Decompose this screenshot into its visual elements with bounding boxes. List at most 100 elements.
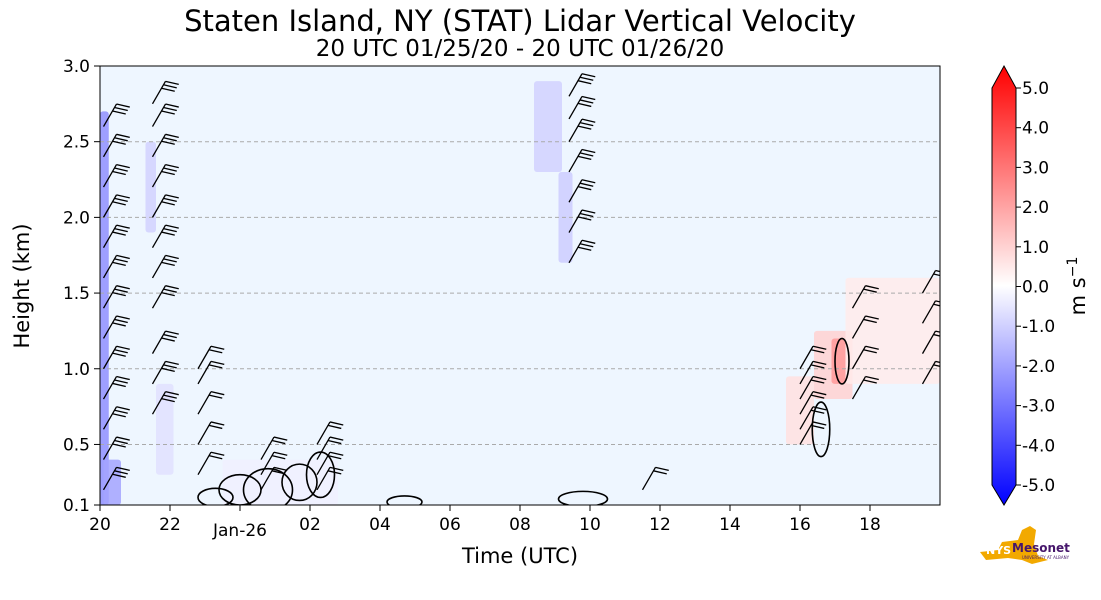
wind-barb-flag (114, 379, 128, 384)
wind-barb-flag (579, 76, 594, 81)
wind-barb-flag (581, 239, 596, 244)
wind-barb-flag (327, 470, 342, 475)
wind-barb (151, 224, 179, 248)
wind-barb-flag (161, 231, 175, 236)
x-date-label: Jan-26 (212, 521, 267, 541)
colorbar-tick-label: 5.0 (1022, 79, 1049, 99)
wind-barb-flag (163, 167, 177, 172)
wind-barb (151, 103, 179, 127)
wind-barb-flag (327, 424, 342, 430)
wind-barb-flag (208, 349, 223, 354)
wind-barb (102, 285, 130, 309)
wind-barb-flag (116, 375, 130, 381)
wind-barb-flag (812, 345, 827, 350)
wind-barb-flag (210, 360, 225, 366)
wind-barb-flag (580, 43, 593, 53)
wind-barb (568, 209, 596, 233)
logo-subtext: UNIVERSITY AT ALBANY (1022, 555, 1070, 560)
wind-barb-staff (102, 345, 118, 370)
wind-barb-flag (163, 333, 177, 339)
wind-barb-flag (810, 409, 825, 414)
wind-barb-flag (165, 133, 179, 138)
wind-barb (102, 103, 130, 127)
wind-barb-staff (151, 103, 167, 127)
wind-barb-flag (161, 87, 175, 92)
wind-barb (568, 148, 596, 173)
wind-barb-flag (114, 167, 128, 172)
wind-barb-flag (161, 110, 175, 115)
wind-barb (799, 360, 827, 385)
wind-barb-flag (579, 152, 594, 157)
colorbar-tick-label: 3.0 (1022, 158, 1049, 178)
velocity-region (831, 338, 846, 384)
wind-barb-flag (116, 103, 130, 108)
contour-line (834, 337, 850, 385)
wind-barb-flag (812, 375, 827, 381)
wind-barb-flag (577, 155, 592, 161)
wind-barb (151, 163, 179, 188)
wind-barb-flag (655, 466, 669, 472)
wind-barb (102, 224, 130, 248)
wind-barb-flag (161, 397, 175, 403)
wind-barb-flag (112, 413, 126, 418)
logo-text-mesonet: Mesonet (1012, 541, 1070, 555)
wind-barb-flag (210, 391, 225, 396)
wind-barb-flag (112, 110, 126, 115)
wind-barb-flag (161, 291, 175, 297)
wind-barb-flag (579, 99, 594, 104)
x-axis-label: Time (UTC) (461, 544, 578, 568)
colorbar: 5.0 4.0 3.0 2.0 1.0 0.0 -1.0 -2.0 -3.0 -4.0 -5.0 m… (991, 64, 1090, 506)
velocity-region (103, 459, 121, 505)
logo-text-nys: NYS (986, 544, 1011, 557)
wind-barb-staff (151, 194, 167, 218)
y-tick-label: 2.0 (63, 208, 90, 228)
wind-barb-staff (102, 285, 118, 309)
wind-barb-flag (165, 103, 179, 108)
wind-barb-flag (163, 394, 177, 399)
wind-barb-staff (851, 376, 867, 400)
wind-barb-flag (327, 455, 342, 460)
wind-barb-flag (208, 424, 223, 430)
wind-barb-flag (812, 391, 827, 396)
wind-barb (921, 360, 940, 385)
wind-barb-flag (116, 133, 130, 138)
wind-barb-flag (273, 436, 288, 441)
x-tick-label: 22 (159, 515, 181, 535)
colorbar-tick-label: 1.0 (1022, 238, 1049, 258)
wind-barb-flag (163, 364, 177, 369)
colorbar-tick-label: 4.0 (1022, 119, 1049, 139)
wind-barb-flag (810, 349, 825, 354)
wind-barb-flag (163, 288, 177, 293)
contour-line (811, 401, 831, 458)
wind-barb-staff (260, 451, 275, 476)
wind-barb (151, 80, 179, 105)
wind-barb-staff (197, 361, 212, 385)
wind-barb-flag (208, 394, 223, 399)
wind-barb-flag (865, 285, 879, 290)
new-york-state-shape-icon (980, 526, 1048, 564)
wind-barb-flag (863, 379, 877, 384)
colorbar-tick-label: -1.0 (1022, 317, 1055, 337)
wind-barb-staff (641, 467, 657, 491)
wind-barb-staff (921, 361, 937, 385)
wind-barb-flag (810, 424, 825, 430)
wind-barb (260, 451, 288, 476)
wind-barb-staff (197, 421, 212, 445)
y-tick-label: 1.0 (63, 360, 90, 380)
wind-barb-staff (568, 96, 583, 120)
wind-barb-flag (865, 375, 879, 381)
wind-barb (260, 466, 288, 491)
wind-barb-flag (114, 439, 128, 445)
wind-barb-flag (329, 466, 344, 472)
x-tick-label: 02 (299, 515, 321, 535)
wind-barb-flag (933, 273, 940, 278)
wind-barb (102, 315, 130, 339)
wind-barb-flag (577, 80, 592, 85)
wind-barb-staff (260, 467, 275, 491)
wind-barb-staff (568, 239, 583, 264)
wind-barb (799, 345, 827, 370)
wind-barb-flag (114, 106, 128, 112)
wind-barb-flag (577, 216, 592, 221)
chart-title: Staten Island, NY (STAT) Lidar Vertical … (184, 4, 856, 38)
wind-barb-flag (581, 179, 596, 184)
